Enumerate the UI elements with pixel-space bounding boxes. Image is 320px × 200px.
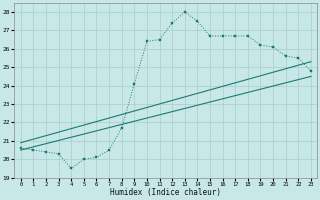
X-axis label: Humidex (Indice chaleur): Humidex (Indice chaleur)	[110, 188, 221, 197]
